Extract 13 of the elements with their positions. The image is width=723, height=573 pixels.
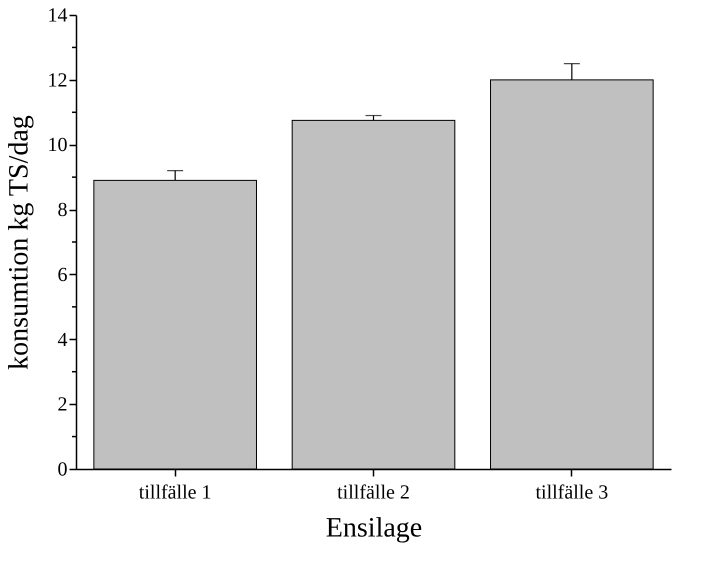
- x-tick-label: tillfälle 1: [138, 482, 212, 504]
- y-tick-label: 6: [58, 264, 68, 286]
- y-tick-label: 10: [48, 134, 68, 156]
- y-tick-label: 14: [48, 4, 68, 26]
- x-axis-title: Ensilage: [326, 512, 422, 544]
- y-tick-label: 12: [48, 69, 68, 92]
- x-tick-label: tillfälle 3: [535, 482, 608, 504]
- y-tick-label: 2: [58, 394, 68, 416]
- y-tick-label: 0: [58, 458, 68, 480]
- y-tick-label: 4: [58, 328, 68, 351]
- y-tick-label: 8: [58, 199, 68, 222]
- x-tick-label: tillfälle 2: [337, 482, 410, 504]
- y-axis-title: konsumtion kg TS/dag: [4, 115, 34, 370]
